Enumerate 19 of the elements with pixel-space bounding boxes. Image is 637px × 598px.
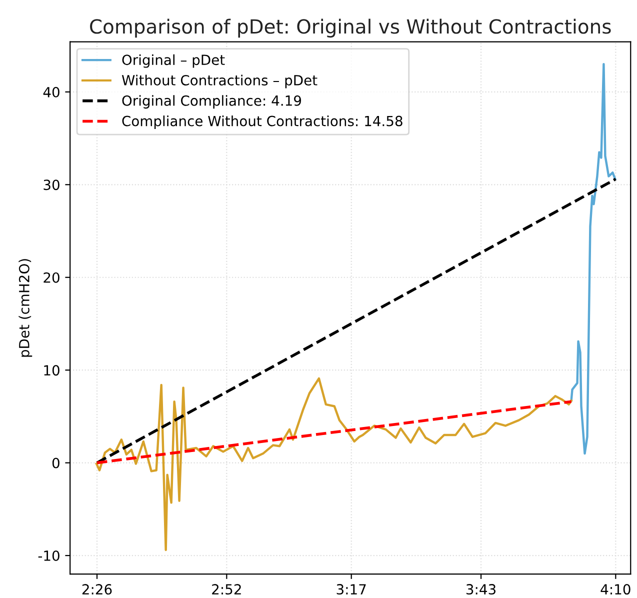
chart-title: Comparison of pDet: Original vs Without Contractions [90,18,611,38]
line-series [95,377,572,552]
y-tick-label: 0 [52,458,60,468]
legend-label: Original – pDet [122,54,225,68]
x-tick-label: 2:26 [82,584,112,595]
x-tick-label: 2:52 [212,584,241,595]
y-tick-label: 30 [44,180,60,190]
legend-label: Without Contractions – pDet [122,74,318,88]
y-tick-label: 20 [44,272,60,283]
line-series [570,63,616,455]
legend-label: Original Compliance: 4.19 [122,95,302,109]
legend-label: Compliance Without Contractions: 14.58 [122,116,402,129]
y-tick-label: 40 [43,86,60,98]
x-tick-label: 4:10 [600,584,630,595]
x-tick-label: 3:17 [336,584,366,595]
x-tick-label: 3:43 [466,584,496,595]
y-tick-label: -10 [38,550,60,562]
y-axis-title: pDet (cmH2O) [18,259,32,357]
y-tick-label: 10 [44,365,60,376]
